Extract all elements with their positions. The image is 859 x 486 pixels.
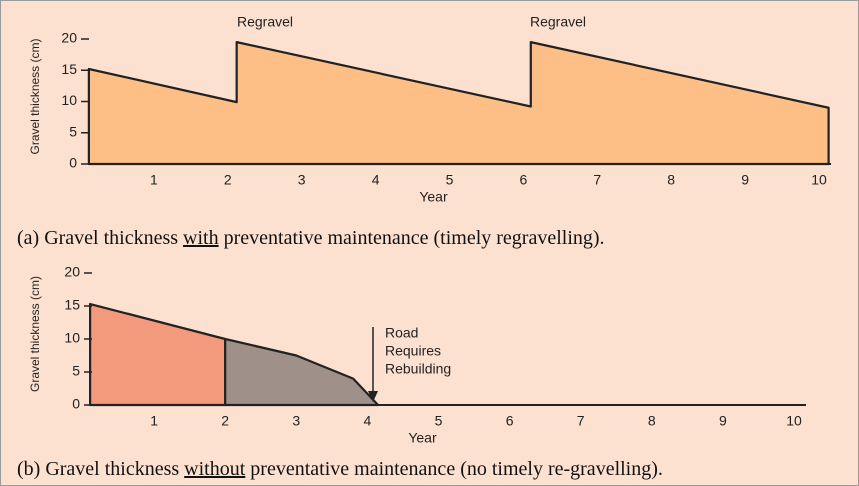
area [89,302,227,407]
x-tick-label: 6 [520,172,528,188]
x-tick-label: 8 [648,413,656,429]
y-axis-label: Gravel thickness (cm) [28,276,42,392]
caption-part: (a) Gravel thickness [17,227,184,249]
caption-part: with [183,227,219,249]
x-tick-label: 7 [577,413,585,429]
x-tick-label: 3 [292,413,300,429]
y-tick-label: 5 [69,123,77,139]
x-tick-label: 5 [435,413,443,429]
x-tick-label: 5 [446,172,454,188]
arrow-head [368,391,378,402]
x-tick-label: 2 [221,413,229,429]
x-axis-label: Year [419,189,448,205]
annotation: Regravel [530,14,586,30]
x-tick-label: 1 [150,413,158,429]
x-tick-label: 3 [298,172,306,188]
caption-part: without [184,458,246,480]
y-tick-label: 0 [69,155,77,171]
x-tick-label: 4 [364,413,372,429]
annotation: Regravel [237,14,293,30]
y-tick-label: 10 [64,330,80,346]
caption-part: (b) Gravel thickness [17,458,185,480]
y-tick-label: 15 [64,297,80,313]
area [87,41,830,166]
x-tick-label: 9 [741,172,749,188]
x-tick-label: 4 [372,172,380,188]
annotation: Road [385,325,418,341]
y-axis-label: Gravel thickness (cm) [28,38,42,154]
y-tick-label: 0 [72,396,80,412]
caption-part: preventative maintenance (timely regrave… [218,227,605,249]
y-tick-label: 15 [61,61,77,77]
y-tick-label: 20 [64,264,80,280]
y-tick-label: 20 [61,30,77,46]
annotation: Rebuilding [385,361,451,377]
x-tick-label: 2 [224,172,232,188]
annotation: Requires [385,343,441,359]
x-tick-label: 6 [506,413,514,429]
x-tick-label: 10 [786,413,802,429]
area [224,337,380,407]
x-tick-label: 7 [593,172,601,188]
x-axis-label: Year [408,430,437,446]
x-tick-label: 8 [667,172,675,188]
caption-a: (a) Gravel thickness with preventative m… [17,227,605,250]
caption-part: preventative maintenance (no timely re-g… [245,458,663,480]
caption-b: (b) Gravel thickness without preventativ… [17,458,663,481]
x-tick-label: 9 [719,413,727,429]
x-tick-label: 1 [150,172,158,188]
y-tick-label: 10 [61,92,77,108]
y-tick-label: 5 [72,363,80,379]
x-tick-label: 10 [811,172,827,188]
